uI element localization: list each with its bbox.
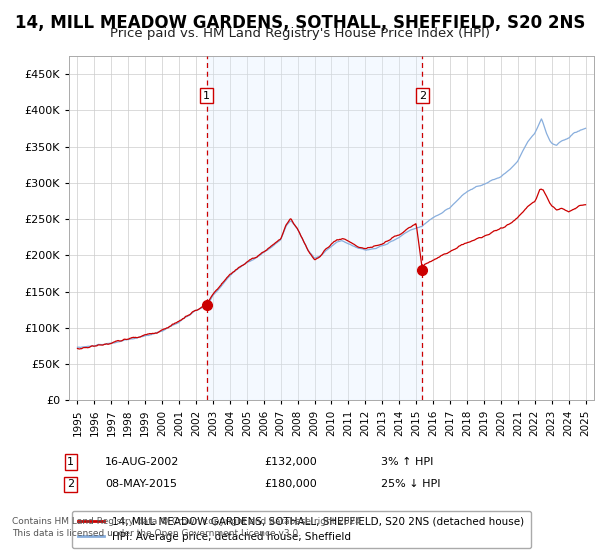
Text: £180,000: £180,000 bbox=[264, 479, 317, 489]
Text: 2: 2 bbox=[419, 91, 426, 101]
Legend: 14, MILL MEADOW GARDENS, SOTHALL, SHEFFIELD, S20 2NS (detached house), HPI: Aver: 14, MILL MEADOW GARDENS, SOTHALL, SHEFFI… bbox=[71, 511, 530, 548]
Text: Contains HM Land Registry data © Crown copyright and database right 2024.: Contains HM Land Registry data © Crown c… bbox=[12, 517, 364, 526]
Text: 14, MILL MEADOW GARDENS, SOTHALL, SHEFFIELD, S20 2NS: 14, MILL MEADOW GARDENS, SOTHALL, SHEFFI… bbox=[15, 14, 585, 32]
Text: Price paid vs. HM Land Registry's House Price Index (HPI): Price paid vs. HM Land Registry's House … bbox=[110, 27, 490, 40]
Text: 2: 2 bbox=[67, 479, 74, 489]
Text: This data is licensed under the Open Government Licence v3.0.: This data is licensed under the Open Gov… bbox=[12, 529, 301, 538]
Text: 16-AUG-2002: 16-AUG-2002 bbox=[105, 457, 179, 467]
Text: 25% ↓ HPI: 25% ↓ HPI bbox=[381, 479, 440, 489]
Text: 3% ↑ HPI: 3% ↑ HPI bbox=[381, 457, 433, 467]
Text: 1: 1 bbox=[203, 91, 210, 101]
Text: 1: 1 bbox=[67, 457, 74, 467]
Bar bbox=[206, 56, 422, 400]
Text: 08-MAY-2015: 08-MAY-2015 bbox=[105, 479, 177, 489]
Text: £132,000: £132,000 bbox=[264, 457, 317, 467]
